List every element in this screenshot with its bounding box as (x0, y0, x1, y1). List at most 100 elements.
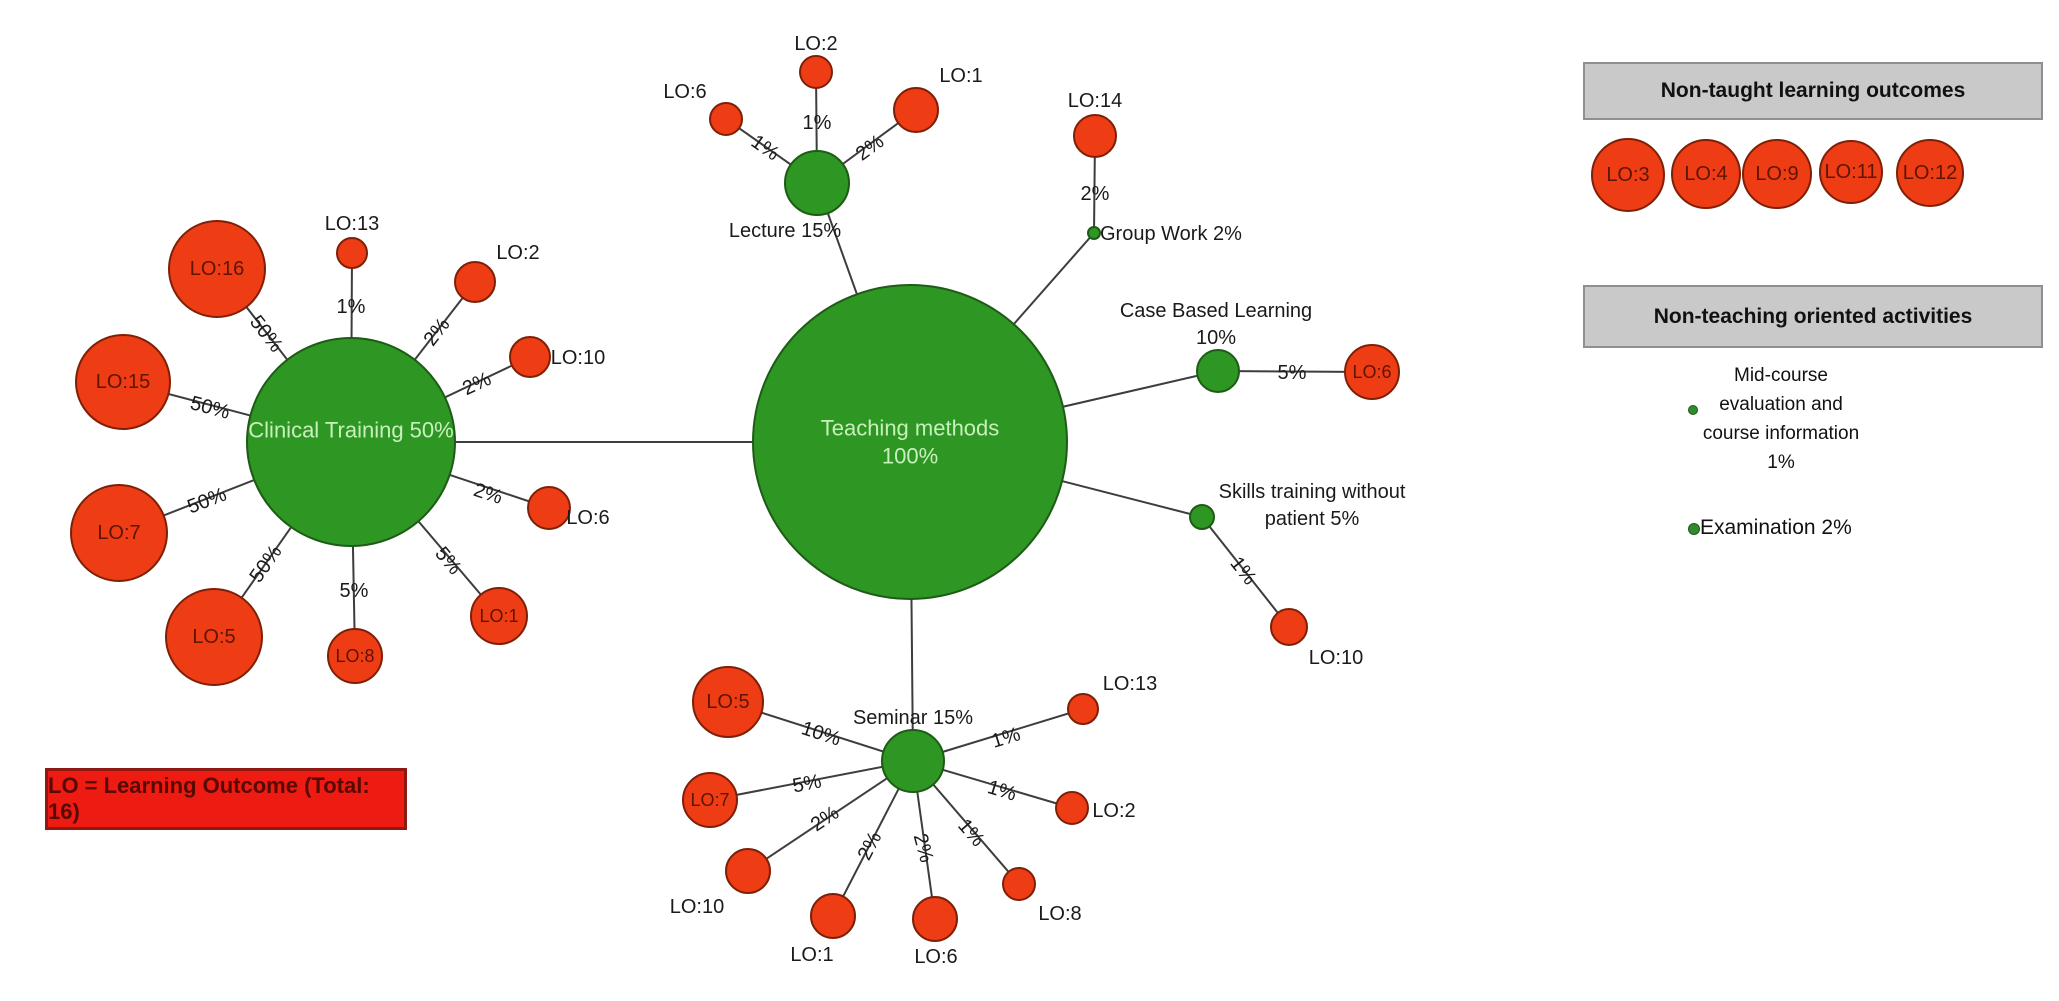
label-lo6-cbl: LO:6 (1352, 362, 1391, 382)
edge-label-seminar-lo1-sem: 2% (854, 828, 887, 864)
node-lo1-lec (893, 87, 939, 133)
label-clinical-training: Clinical Training 50% (248, 418, 453, 443)
node-lo11-nt (1819, 140, 1883, 204)
node-lo13-ct (336, 237, 368, 269)
node-lo1-sem (810, 893, 856, 939)
edge-label-lecture-lo1-lec: 2% (852, 130, 888, 165)
label-lo6-sem: LO:6 (914, 946, 957, 968)
edge-label-group-work-lo14-gw: 2% (1081, 183, 1110, 205)
node-case-based-learning (1196, 349, 1240, 393)
label-lo11-nt: LO:11 (1825, 161, 1878, 183)
label-lo13-sem: LO:13 (1103, 673, 1157, 695)
edge-label-seminar-lo8-sem: 1% (953, 815, 989, 851)
edge-skills-training-lo10-skills (1201, 516, 1290, 628)
edge-label-case-based-learning-lo6-cbl: 5% (1278, 362, 1307, 384)
label-lecture: Lecture 15% (729, 220, 842, 242)
node-lo2-ct (454, 261, 496, 303)
label-lo1-sem: LO:1 (790, 944, 833, 966)
label-lo10-skills: LO:10 (1309, 647, 1363, 669)
edge-label-seminar-lo5-sem: 10% (799, 717, 844, 750)
edge-label-lecture-lo6-lec: 1% (747, 131, 783, 166)
non-taught-outcomes-header: Non-taught learning outcomes (1583, 62, 2043, 120)
label-lo7-sem: LO:7 (690, 790, 729, 810)
examination-label: Examination 2% (1700, 516, 1852, 539)
node-lo10-sem (725, 848, 771, 894)
edge-label-clinical-training-lo8-ct: 5% (340, 580, 369, 602)
label-teaching-methods: Teaching methods (821, 416, 1000, 441)
node-lo5-sem (692, 666, 764, 738)
edge-label-clinical-training-lo6-ct: 2% (471, 479, 505, 509)
edge-label-clinical-training-lo15-ct: 50% (188, 392, 233, 424)
label-lo4-nt: LO:4 (1684, 163, 1727, 185)
node-lo7-sem (682, 772, 738, 828)
label-lo8-ct: LO:8 (335, 646, 374, 666)
node-lo1-ct (470, 587, 528, 645)
label-lo5-sem: LO:5 (706, 691, 749, 713)
non-teaching-activities-header: Non-teaching oriented activities (1583, 285, 2043, 348)
edge-label-lecture-lo2-lec: 1% (803, 112, 832, 134)
node-lo4-nt (1671, 139, 1741, 209)
node-lo7-ct (70, 484, 168, 582)
edge-label-clinical-training-lo1-ct: 5% (430, 543, 466, 579)
label-lo13-ct: LO:13 (325, 213, 379, 235)
node-lo8-ct (327, 628, 383, 684)
edge-label-seminar-lo13-sem: 1% (989, 723, 1023, 753)
node-lo10-ct (509, 336, 551, 378)
node-lo2-lec (799, 55, 833, 89)
node-seminar (881, 729, 945, 793)
edge-label-seminar-lo10-sem: 2% (807, 802, 843, 837)
label-group-work: Group Work 2% (1100, 223, 1242, 245)
edge-label-clinical-training-lo13-ct: 1% (337, 296, 366, 318)
non-taught-outcomes-header-label: Non-taught learning outcomes (1660, 79, 1966, 102)
label-lo16-ct: LO:16 (190, 258, 244, 280)
edge-label-clinical-training-lo5-ct: 50% (246, 541, 287, 587)
label-seminar: Seminar 15% (853, 707, 973, 729)
edge-seminar-lo7-sem (709, 760, 914, 801)
label-lo1-lec: LO:1 (939, 65, 982, 87)
node-lo8-sem (1002, 867, 1036, 901)
node-lo6-lec (709, 102, 743, 136)
non-teaching-activities-header-label: Non-teaching oriented activities (1653, 304, 1973, 328)
node-lo12-nt (1896, 139, 1964, 207)
label-lo2-sem: LO:2 (1092, 800, 1135, 822)
label-lo10-ct: LO:10 (551, 347, 605, 369)
label-lo6-ct: LO:6 (566, 507, 609, 529)
node-lo5-ct (165, 588, 263, 686)
lo-legend-label: LO = Learning Outcome (Total: 16) (48, 773, 370, 824)
node-lo13-sem (1067, 693, 1099, 725)
node-lo3-nt (1591, 138, 1665, 212)
edge-label-clinical-training-lo10-ct: 2% (459, 368, 495, 400)
label-lo3-nt: LO:3 (1606, 164, 1649, 186)
label-skills-training: patient 5% (1265, 508, 1360, 530)
edge-label-seminar-lo6-sem: 2% (909, 831, 938, 865)
label-lo8-sem: LO:8 (1038, 903, 1081, 925)
label-lo10-sem: LO:10 (670, 896, 724, 918)
label-case-based-learning: Case Based Learning (1120, 300, 1312, 322)
label-lo5-ct: LO:5 (192, 626, 235, 648)
midcourse-evaluation-label: Mid-course evaluation and course informa… (1702, 365, 1860, 473)
label-lo7-ct: LO:7 (97, 522, 140, 544)
node-lo16-ct (168, 220, 266, 318)
node-lecture (784, 150, 850, 216)
label-case-based-learning: 10% (1196, 327, 1236, 349)
node-teaching-methods (752, 284, 1068, 600)
edge-label-seminar-lo7-sem: 5% (791, 770, 824, 797)
lo-legend-box: LO = Learning Outcome (Total: 16) (45, 768, 407, 830)
node-skills-training (1189, 504, 1215, 530)
node-lo14-gw (1073, 114, 1117, 158)
node-clinical-training (246, 337, 456, 547)
label-lo1-ct: LO:1 (479, 606, 518, 626)
node-lo15-ct (75, 334, 171, 430)
node-lo6-sem (912, 896, 958, 942)
node-group-work (1087, 226, 1101, 240)
label-lo14-gw: LO:14 (1068, 90, 1122, 112)
label-lo15-ct: LO:15 (96, 371, 150, 393)
label-lo2-ct: LO:2 (496, 242, 539, 264)
label-skills-training: Skills training without (1219, 481, 1406, 503)
node-lo2-sem (1055, 791, 1089, 825)
node-lo10-skills (1270, 608, 1308, 646)
edge-label-clinical-training-lo7-ct: 50% (184, 483, 229, 518)
midcourse-green-dot-icon (1688, 405, 1698, 415)
examination-green-dot-icon (1688, 523, 1700, 535)
